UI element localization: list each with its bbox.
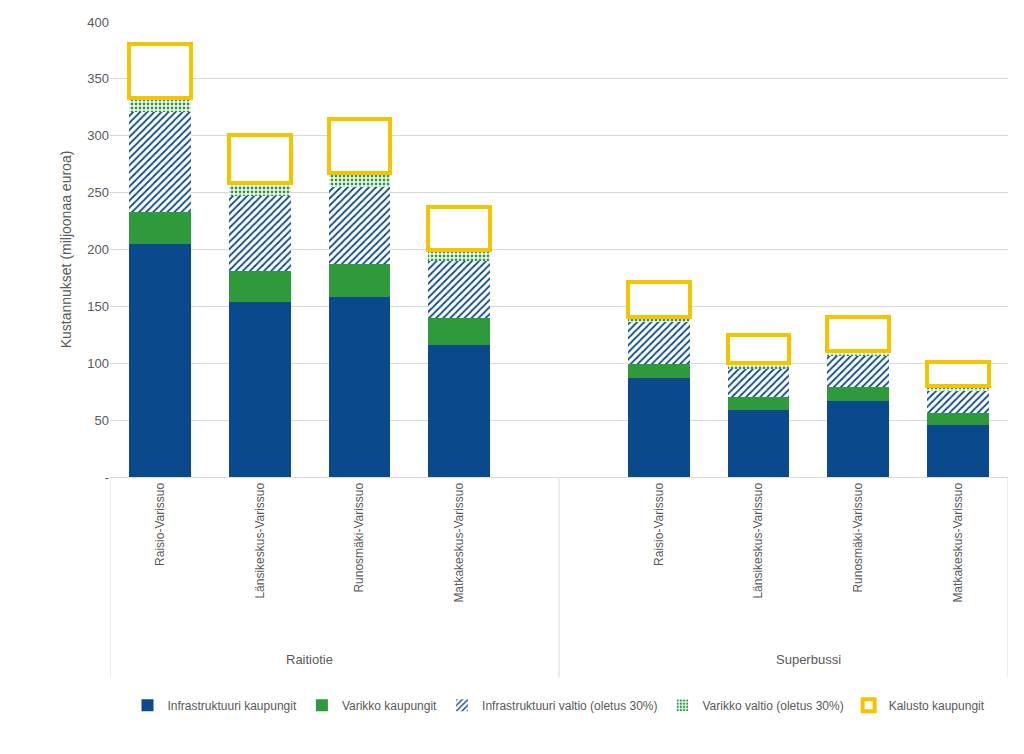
svg-text:300: 300 (87, 128, 109, 143)
svg-text:Varikko kaupungit: Varikko kaupungit (342, 699, 437, 713)
svg-text:150: 150 (87, 299, 109, 314)
svg-text:Raitiotie: Raitiotie (286, 652, 333, 667)
svg-text:200: 200 (87, 242, 109, 257)
svg-text:Superbussi: Superbussi (776, 652, 841, 667)
svg-text:50: 50 (95, 413, 109, 428)
svg-text:Länsikeskus-Varissuo: Länsikeskus-Varissuo (253, 482, 267, 598)
svg-text:Matkakeskus-Varissuo: Matkakeskus-Varissuo (951, 482, 965, 602)
svg-text:100: 100 (87, 356, 109, 371)
svg-text:Runosmäki-Varissuo: Runosmäki-Varissuo (352, 482, 366, 592)
svg-text:400: 400 (87, 15, 109, 30)
svg-text:Varikko valtio (oletus 30%): Varikko valtio (oletus 30%) (702, 699, 843, 713)
svg-text:Länsikeskus-Varissuo: Länsikeskus-Varissuo (751, 482, 765, 598)
svg-text:Raisio-Varissuo: Raisio-Varissuo (652, 482, 666, 565)
svg-text:Kalusto kaupungit: Kalusto kaupungit (889, 699, 985, 713)
svg-text:Runosmäki-Varissuo: Runosmäki-Varissuo (851, 482, 865, 592)
svg-text:Raisio-Varissuo: Raisio-Varissuo (153, 482, 167, 565)
svg-text:350: 350 (87, 71, 109, 86)
svg-text:Infrastruktuuri kaupungit: Infrastruktuuri kaupungit (168, 699, 297, 713)
svg-text:-: - (105, 470, 109, 485)
svg-text:Matkakeskus-Varissuo: Matkakeskus-Varissuo (452, 482, 466, 602)
svg-text:250: 250 (87, 185, 109, 200)
svg-text:Kustannukset (miljoonaa euroa): Kustannukset (miljoonaa euroa) (58, 151, 74, 349)
svg-text:Infrastruktuuri valtio (oletus: Infrastruktuuri valtio (oletus 30%) (482, 699, 657, 713)
